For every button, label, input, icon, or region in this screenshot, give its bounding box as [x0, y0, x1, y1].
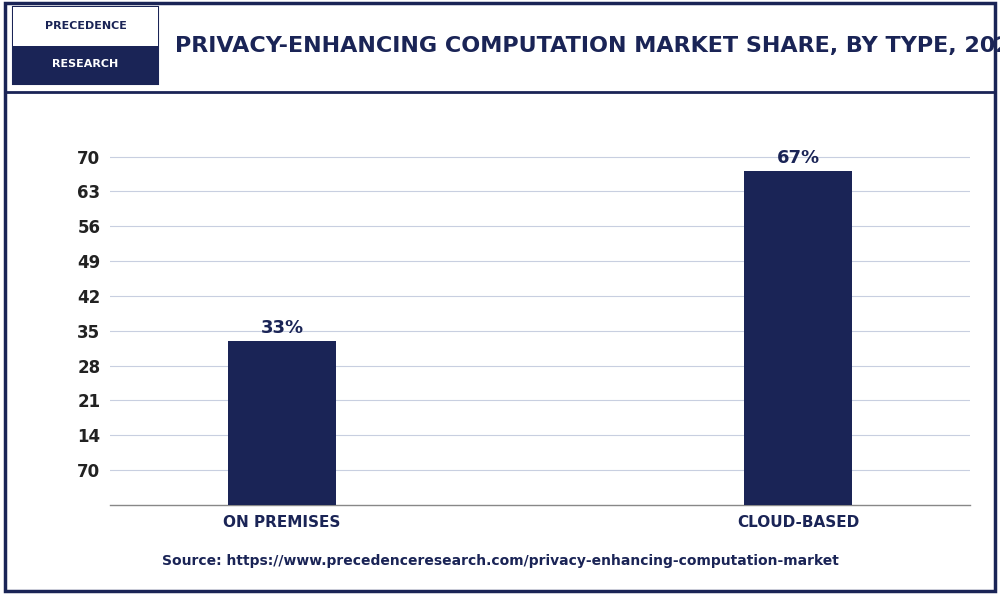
Text: Source: https://www.precedenceresearch.com/privacy-enhancing-computation-market: Source: https://www.precedenceresearch.c… — [162, 554, 838, 568]
Text: 33%: 33% — [260, 319, 304, 337]
Bar — [744, 172, 852, 505]
Bar — [228, 341, 336, 505]
Text: PRECEDENCE: PRECEDENCE — [45, 21, 126, 31]
Text: 67%: 67% — [776, 150, 820, 168]
Text: PRIVACY-ENHANCING COMPUTATION MARKET SHARE, BY TYPE, 2023 (%): PRIVACY-ENHANCING COMPUTATION MARKET SHA… — [175, 36, 1000, 56]
Text: RESEARCH: RESEARCH — [52, 59, 119, 69]
